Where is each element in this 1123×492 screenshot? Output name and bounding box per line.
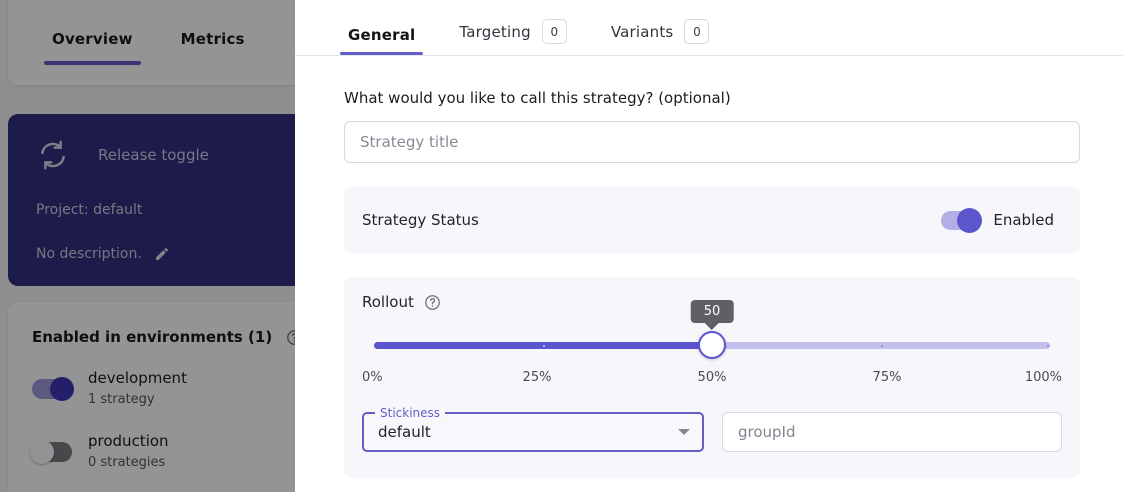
environment-row-production: production 0 strategies (30, 431, 404, 472)
tab-targeting-label: Targeting (459, 22, 531, 41)
release-card-header: Release toggle (36, 138, 400, 172)
strategy-title-input[interactable] (344, 121, 1080, 163)
tab-variants-badge: 0 (684, 19, 710, 44)
group-id-input[interactable] (721, 412, 1062, 452)
scale-tick-25: 25% (522, 370, 552, 385)
background-tab-overview[interactable]: Overview (44, 30, 141, 65)
background-tab-overview-label: Overview (52, 30, 133, 48)
toggle-knob (957, 207, 983, 233)
environment-strategy-count: 1 strategy (88, 391, 155, 407)
tab-variants-label: Variants (610, 22, 674, 41)
tab-targeting-badge: 0 (541, 19, 567, 44)
pencil-icon[interactable] (154, 246, 170, 262)
environment-toggle-production[interactable] (30, 439, 72, 464)
environment-strategy-count: 0 strategies (88, 455, 166, 470)
environment-row-development: development 1 strategy (32, 368, 404, 409)
strategy-status-state: Enabled (993, 211, 1054, 229)
toggle-knob (30, 439, 54, 464)
environment-name: development (88, 369, 187, 387)
scale-tick-50: 50% (697, 370, 727, 385)
rollout-card: Rollout 50 (344, 277, 1080, 478)
strategy-status-toggle[interactable] (941, 207, 983, 233)
slider-tick-25 (543, 344, 545, 347)
strategy-status-control: Enabled (941, 207, 1054, 233)
release-description: No description. (36, 246, 142, 262)
tab-variants[interactable]: Variants 0 (607, 19, 714, 55)
strategy-configuration-modal: General Targeting 0 Variants 0 What woul… (295, 0, 1123, 492)
rollout-value-tooltip: 50 (690, 300, 734, 323)
environment-development-text: development 1 strategy (88, 368, 187, 409)
environments-heading: Enabled in environments (1) (32, 328, 273, 346)
toggle-knob (50, 376, 74, 401)
strategy-name-question: What would you like to call this strateg… (344, 89, 731, 107)
release-toggle-title: Release toggle (98, 146, 209, 164)
release-description-row: No description. (36, 246, 400, 262)
stickiness-label: Stickiness (375, 406, 446, 420)
rollout-label: Rollout (362, 293, 414, 311)
scale-tick-75: 75% (872, 370, 902, 385)
background-tab-metrics-label: Metrics (180, 30, 245, 48)
rollout-fields: Stickiness default (362, 406, 1062, 452)
environment-production-text: production 0 strategies (88, 431, 169, 472)
rollout-header: Rollout (362, 293, 1062, 311)
slider-tick-100 (1047, 344, 1049, 347)
release-project: Project: default (36, 202, 143, 218)
scale-tick-100: 100% (1024, 370, 1062, 385)
release-toggle-icon (41, 140, 65, 170)
modal-body: What would you like to call this strateg… (295, 56, 1123, 478)
question-mark-icon[interactable] (424, 294, 441, 311)
tab-targeting[interactable]: Targeting 0 (455, 19, 570, 55)
chevron-down-icon (677, 429, 690, 435)
rollout-scale: 0% 25% 50% 75% 100% (362, 370, 1062, 390)
scale-tick-0: 0% (362, 370, 383, 385)
environment-name: production (88, 432, 169, 451)
background-tab-metrics[interactable]: Metrics (181, 30, 245, 65)
rollout-slider-thumb[interactable] (698, 331, 726, 359)
tab-general-label: General (348, 26, 416, 44)
rollout-slider[interactable]: 50 (362, 300, 1062, 368)
stickiness-select[interactable]: Stickiness default (362, 406, 704, 452)
strategy-status-card: Strategy Status Enabled (344, 187, 1080, 253)
modal-tab-bar: General Targeting 0 Variants 0 (295, 0, 1123, 56)
background-tab-bar: Overview Metrics (8, 30, 245, 65)
environment-toggle-development[interactable] (32, 376, 74, 401)
tab-general[interactable]: General (339, 26, 424, 55)
strategy-status-label: Strategy Status (362, 211, 479, 229)
stickiness-value: default (378, 423, 431, 441)
slider-tick-75 (881, 344, 883, 347)
